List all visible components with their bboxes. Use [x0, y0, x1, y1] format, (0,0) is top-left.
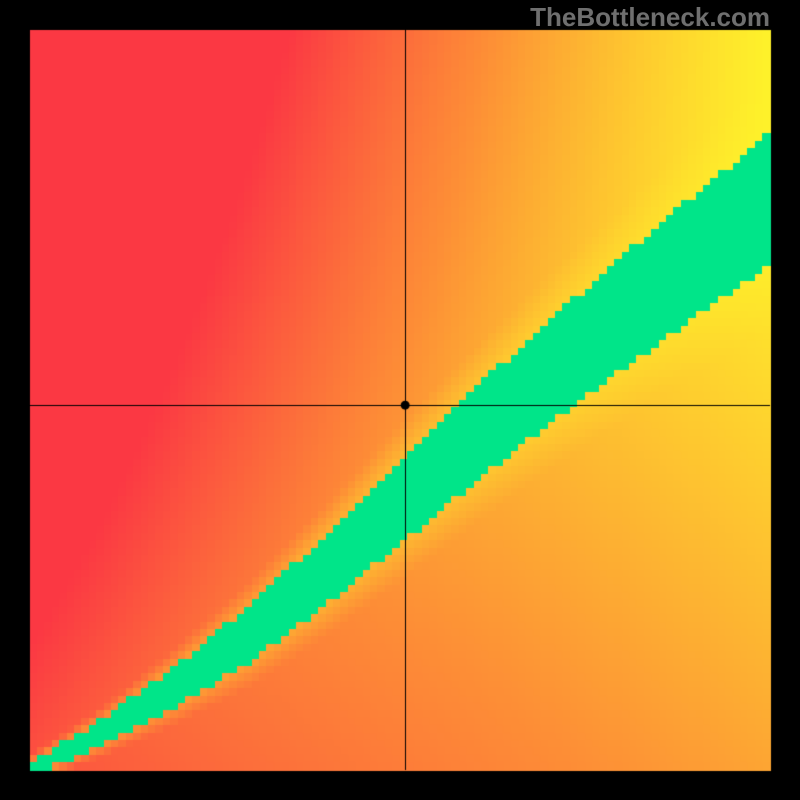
watermark-text: TheBottleneck.com [530, 2, 770, 33]
chart-container: TheBottleneck.com [0, 0, 800, 800]
bottleneck-heatmap [0, 0, 800, 800]
